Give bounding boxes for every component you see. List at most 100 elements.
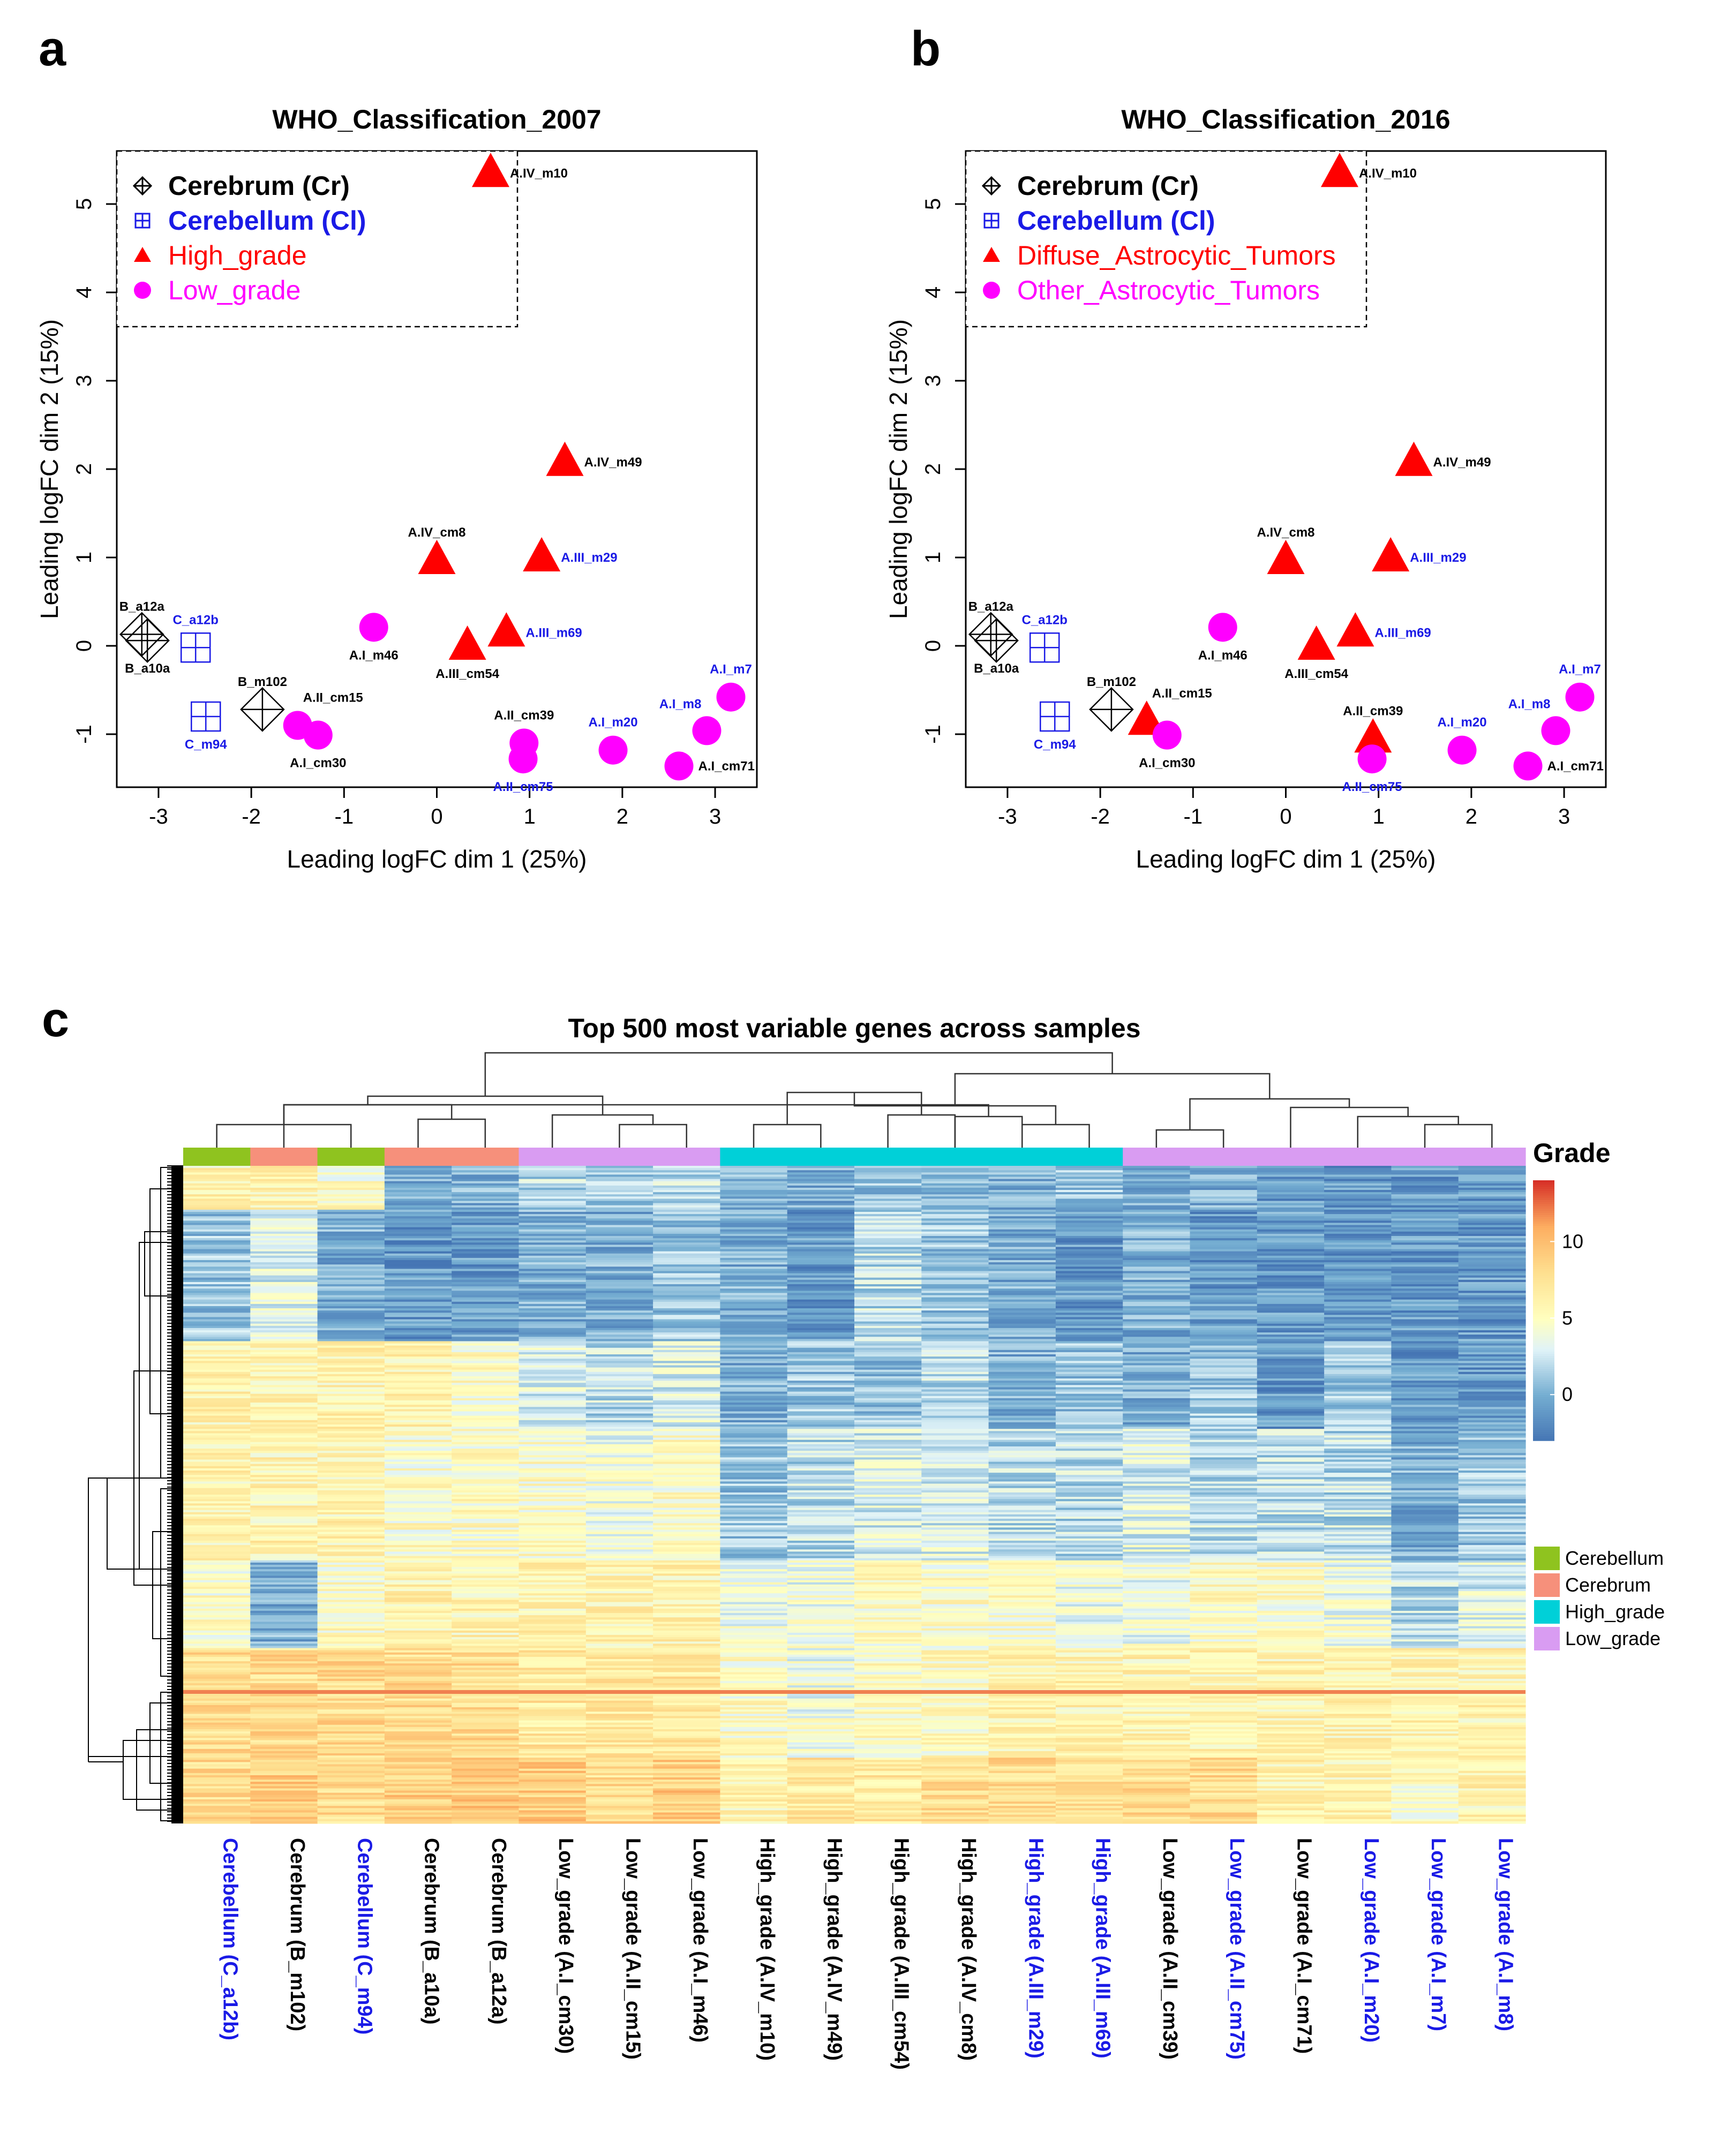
heatmap-cell <box>1458 1335 1526 1337</box>
data-point-triangle <box>1267 539 1305 574</box>
heatmap-cell <box>518 1525 587 1528</box>
heatmap-cell <box>1391 1459 1459 1463</box>
heatmap-cell <box>1458 1415 1526 1419</box>
heatmap-cell <box>585 1306 653 1309</box>
heatmap-cell <box>921 1396 989 1399</box>
heatmap-cell <box>250 1277 318 1280</box>
heatmap-cell <box>854 1632 922 1635</box>
heatmap-cell <box>518 1291 587 1294</box>
heatmap-cell <box>1458 1536 1526 1539</box>
heatmap-cell <box>1391 1433 1459 1436</box>
heatmap-cell <box>585 1481 653 1484</box>
heatmap-cell <box>317 1622 385 1625</box>
heatmap-cell <box>1391 1516 1459 1519</box>
heatmap-cell <box>317 1223 385 1226</box>
heatmap-cell <box>1458 1674 1526 1677</box>
heatmap-cell <box>720 1558 788 1561</box>
heatmap-cell <box>1458 1600 1526 1603</box>
heatmap-cell <box>452 1179 520 1182</box>
heatmap-cell <box>1123 1617 1191 1620</box>
heatmap-cell <box>921 1648 989 1651</box>
heatmap-cell <box>1123 1551 1191 1555</box>
heatmap-cell <box>720 1220 788 1224</box>
heatmap-cell <box>384 1672 452 1675</box>
heatmap-cell <box>720 1190 788 1193</box>
heatmap-cell <box>1458 1319 1526 1322</box>
heatmap-cell <box>1391 1648 1459 1651</box>
point-label: A.III_m29 <box>561 551 617 565</box>
heatmap-cell <box>317 1249 385 1252</box>
heatmap-cell <box>317 1389 385 1392</box>
heatmap-cell <box>1123 1615 1191 1618</box>
heatmap-cell <box>250 1269 318 1272</box>
heatmap-cell <box>1190 1381 1258 1383</box>
heatmap-cell <box>653 1288 720 1291</box>
heatmap-cell <box>518 1398 587 1401</box>
heatmap-cell <box>1458 1486 1526 1489</box>
heatmap-cell <box>1190 1431 1258 1434</box>
heatmap-cell <box>720 1687 788 1690</box>
heatmap-cell <box>183 1238 251 1241</box>
heatmap-cell <box>1190 1227 1258 1230</box>
heatmap-cell <box>384 1185 452 1188</box>
heatmap-cell <box>1123 1632 1191 1635</box>
heatmap-cell <box>317 1481 385 1484</box>
heatmap-cell <box>384 1257 452 1261</box>
heatmap-cell <box>1190 1685 1258 1688</box>
heatmap-cell <box>452 1407 520 1409</box>
heatmap-cell <box>787 1582 855 1585</box>
heatmap-cell <box>1391 1488 1459 1491</box>
heatmap-cell <box>1190 1192 1258 1195</box>
heatmap-cell <box>585 1181 653 1184</box>
heatmap-cell <box>1324 1464 1392 1467</box>
heatmap-cell <box>452 1293 520 1296</box>
heatmap-cell <box>1123 1435 1191 1438</box>
heatmap-cell <box>452 1610 520 1614</box>
heatmap-cell <box>988 1449 1056 1451</box>
heatmap-cell <box>1391 1284 1459 1287</box>
heatmap-cell <box>921 1586 989 1589</box>
heatmap-cell <box>384 1644 452 1647</box>
heatmap-cell <box>1123 1536 1191 1539</box>
heatmap-cell <box>1324 1510 1392 1513</box>
heatmap-cell <box>921 1622 989 1625</box>
heatmap-cell <box>384 1591 452 1594</box>
heatmap-cell <box>988 1495 1056 1497</box>
heatmap-cell <box>1391 1255 1459 1258</box>
heatmap-cell <box>653 1613 720 1616</box>
heatmap-cell <box>988 1497 1056 1499</box>
heatmap-cell <box>183 1538 251 1541</box>
heatmap-cell <box>988 1277 1056 1280</box>
heatmap-cell <box>1324 1190 1392 1193</box>
heatmap-cell <box>787 1260 855 1263</box>
heatmap-cell <box>921 1534 989 1537</box>
heatmap-cell <box>452 1424 520 1427</box>
heatmap-cell <box>585 1519 653 1521</box>
heatmap-cell <box>518 1437 587 1441</box>
heatmap-cell <box>854 1383 922 1385</box>
heatmap-cell <box>585 1381 653 1383</box>
heatmap-cell <box>384 1352 452 1355</box>
data-point-circle <box>303 720 333 750</box>
heatmap-cell <box>1190 1683 1258 1686</box>
heatmap-cell <box>250 1499 318 1502</box>
heatmap-cell <box>1257 1328 1325 1331</box>
heatmap-cell <box>585 1378 653 1381</box>
heatmap-cell <box>1257 1393 1325 1397</box>
heatmap-cell <box>854 1521 922 1524</box>
heatmap-cell <box>1257 1281 1325 1285</box>
heatmap-cell <box>1257 1415 1325 1419</box>
heatmap-cell <box>384 1350 452 1353</box>
heatmap-cell <box>1324 1584 1392 1587</box>
heatmap-cell <box>988 1573 1056 1577</box>
heatmap-cell <box>787 1556 855 1559</box>
heatmap-cell <box>921 1468 989 1471</box>
heatmap-cell <box>585 1387 653 1390</box>
heatmap-cell <box>1458 1354 1526 1357</box>
heatmap-cell <box>585 1297 653 1300</box>
heatmap-cell <box>1123 1420 1191 1423</box>
heatmap-cell <box>921 1227 989 1230</box>
heatmap-cell <box>1123 1223 1191 1226</box>
heatmap-cell <box>1123 1251 1191 1254</box>
heatmap-cell <box>1257 1308 1325 1311</box>
